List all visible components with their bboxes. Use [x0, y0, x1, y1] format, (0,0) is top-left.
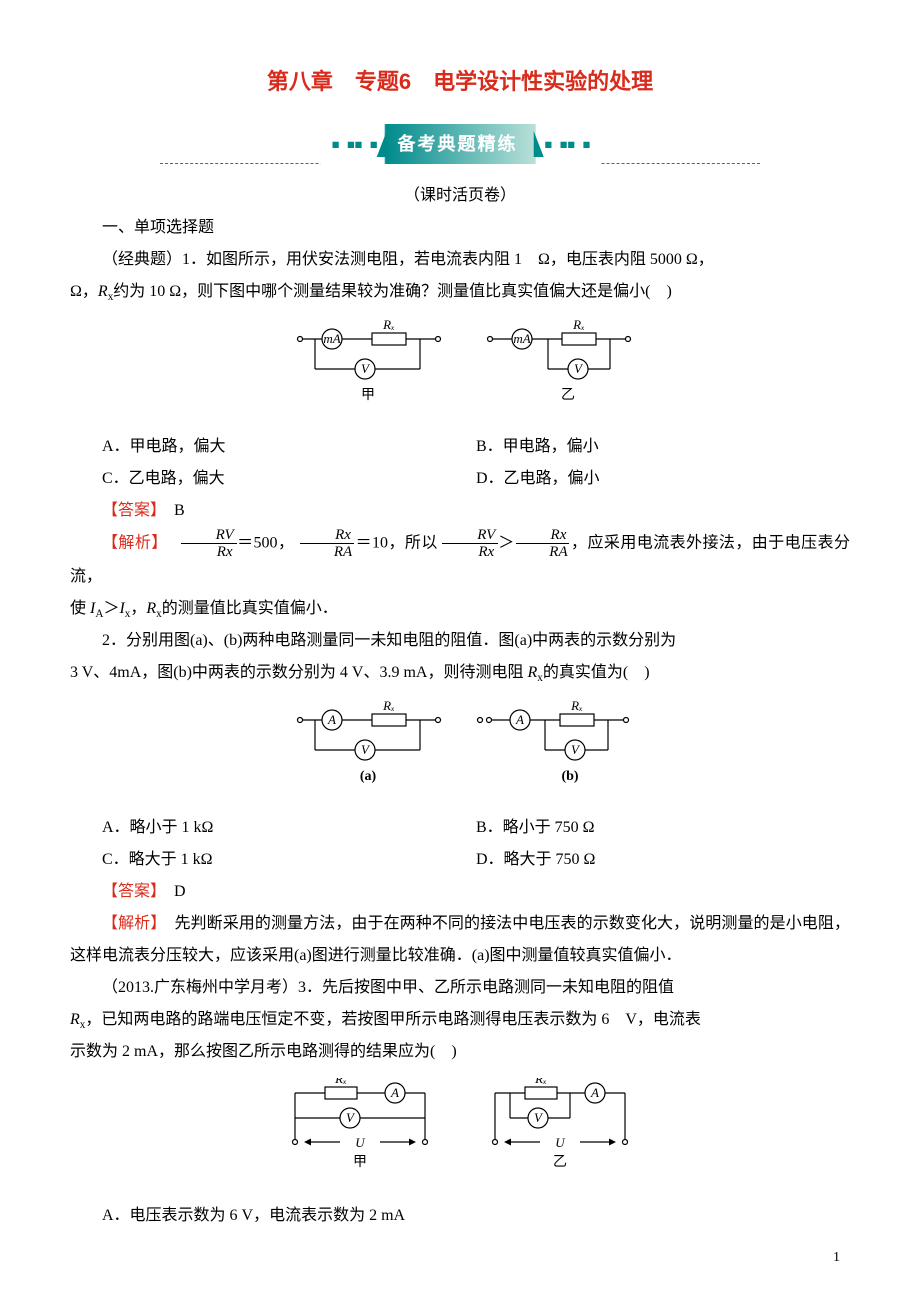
svg-text:Rₓ: Rₓ [570, 700, 583, 713]
q1-lead2: 约为 10 Ω，则下图中哪个测量结果较为准确？测量值比真实值偏大还是偏小( ) [113, 283, 672, 300]
q1-figure: mA Rₓ V 甲 mA Rₓ V 乙 [70, 319, 850, 421]
q1-opt-c: C．乙电路，偏大 [102, 463, 476, 495]
q1-opt-b: B．甲电路，偏小 [476, 431, 850, 463]
q2-opt-a: A．略小于 1 kΩ [102, 812, 476, 844]
banner-slash-icon [534, 131, 544, 157]
svg-text:mA: mA [323, 331, 340, 346]
q1-lead: （经典题）1．如图所示，用伏安法测电阻，若电流表内阻 1 Ω，电压表内阻 500… [102, 251, 714, 268]
q3-stem-line1: （2013.广东梅州中学月考）3．先后按图中甲、乙所示电路测同一未知电阻的阻值 [70, 972, 850, 1004]
svg-text:A: A [590, 1085, 599, 1100]
q2-opt-c: C．略大于 1 kΩ [102, 844, 476, 876]
svg-text:甲: 甲 [353, 1155, 367, 1170]
q1-an2: ＝10，所以 [355, 534, 438, 551]
svg-text:(a): (a) [360, 769, 377, 784]
svg-text:A: A [515, 712, 524, 727]
q2-circuit-svg: A Rₓ V (a) A Rₓ V (b) [280, 700, 640, 790]
q1-analysis-line2: 使 IA＞Ix，Rx的测量值比真实值偏小． [70, 593, 850, 626]
svg-text:甲: 甲 [361, 388, 375, 403]
q1-options: A．甲电路，偏大 B．甲电路，偏小 C．乙电路，偏大 D．乙电路，偏小 [70, 431, 850, 495]
svg-text:A: A [327, 712, 336, 727]
q1-opt-a: A．甲电路，偏大 [102, 431, 476, 463]
q2-figure: A Rₓ V (a) A Rₓ V (b) [70, 700, 850, 802]
q2-analysis-text: 先判断采用的测量方法，由于在两种不同的接法中电压表的示数变化大，说明测量的是小电… [70, 915, 850, 964]
svg-text:V: V [346, 1110, 356, 1125]
page-title: 第八章 专题6 电学设计性实验的处理 [70, 60, 850, 104]
svg-text:Rₓ: Rₓ [534, 1078, 547, 1086]
q1-answer: 【答案】 B [70, 495, 850, 527]
svg-text:mA: mA [513, 331, 530, 346]
svg-text:V: V [574, 361, 584, 376]
q3-stem-line3: 示数为 2 mA，那么按图乙所示电路测得的结果应为( ) [70, 1036, 850, 1068]
svg-text:Rₓ: Rₓ [382, 700, 395, 713]
q1-an-l2a: 使 [70, 600, 90, 617]
q1-circuit-svg: mA Rₓ V 甲 mA Rₓ V 乙 [280, 319, 640, 409]
q1-opt-d: D．乙电路，偏小 [476, 463, 850, 495]
svg-text:V: V [361, 742, 371, 757]
svg-text:U: U [555, 1135, 566, 1150]
svg-text:U: U [355, 1135, 366, 1150]
q1-an-l2c: 的测量值比真实值偏小． [162, 600, 338, 617]
q1-answer-value: B [174, 502, 185, 519]
svg-text:Rₓ: Rₓ [382, 319, 395, 332]
banner-text: 备考典题精练 [385, 124, 536, 164]
svg-text:Rₓ: Rₓ [572, 319, 585, 332]
q2-stem2b: 的真实值为( ) [543, 664, 650, 681]
analysis-label: 【解析】 [102, 915, 158, 932]
banner: ▪ ▪▪ ▪ 备考典题精练 ▪ ▪▪ ▪ [70, 124, 850, 174]
q2-opt-b: B．略小于 750 Ω [476, 812, 850, 844]
q1-stem-line2: Ω，Rx约为 10 Ω，则下图中哪个测量结果较为准确？测量值比真实值偏大还是偏小… [70, 276, 850, 309]
dots-left-icon: ▪ ▪▪ ▪ [331, 128, 377, 160]
q3-figure: Rₓ A V U 甲 Rₓ A V [70, 1078, 850, 1190]
q1-analysis-line1: 【解析】 RVRx＝500， RxRA＝10，所以 RVRx＞RxRA，应采用电… [70, 527, 850, 593]
q3-circuit-svg: Rₓ A V U 甲 Rₓ A V [270, 1078, 650, 1178]
q3-opt-a: A．电压表示数为 6 V，电流表示数为 2 mA [70, 1200, 850, 1232]
section-heading: 一、单项选择题 [70, 212, 850, 244]
banner-content: ▪ ▪▪ ▪ 备考典题精练 ▪ ▪▪ ▪ [321, 124, 600, 164]
svg-text:V: V [534, 1110, 544, 1125]
dots-right-icon: ▪ ▪▪ ▪ [544, 128, 590, 160]
svg-text:Rₓ: Rₓ [334, 1078, 347, 1086]
svg-text:A: A [390, 1085, 399, 1100]
q2-stem-line2: 3 V、4mA，图(b)中两表的示数分别为 4 V、3.9 mA，则待测电阻 R… [70, 657, 850, 690]
answer-label: 【答案】 [102, 883, 158, 900]
q1-an1: ＝500， [237, 534, 295, 551]
subtitle: （课时活页卷） [70, 180, 850, 212]
svg-text:乙: 乙 [561, 387, 575, 403]
q2-answer: 【答案】 D [70, 876, 850, 908]
q3-stem2: ，已知两电路的路端电压恒定不变，若按图甲所示电路测得电压表示数为 6 V，电流表 [85, 1011, 701, 1028]
answer-label: 【答案】 [102, 502, 158, 519]
q2-answer-value: D [174, 883, 186, 900]
page-number: 1 [833, 1244, 840, 1272]
q3-stem-line2: Rx，已知两电路的路端电压恒定不变，若按图甲所示电路测得电压表示数为 6 V，电… [70, 1004, 850, 1037]
q2-opt-d: D．略大于 750 Ω [476, 844, 850, 876]
analysis-label: 【解析】 [102, 534, 160, 551]
svg-text:乙: 乙 [553, 1154, 567, 1170]
q2-stem2a: 3 V、4mA，图(b)中两表的示数分别为 4 V、3.9 mA，则待测电阻 [70, 664, 527, 681]
svg-text:V: V [571, 742, 581, 757]
q1-an-l2b: ， [130, 600, 146, 617]
svg-text:(b): (b) [561, 769, 578, 784]
svg-text:V: V [361, 361, 371, 376]
q2-analysis: 【解析】 先判断采用的测量方法，由于在两种不同的接法中电压表的示数变化大，说明测… [70, 908, 850, 972]
q1-stem-line1: （经典题）1．如图所示，用伏安法测电阻，若电流表内阻 1 Ω，电压表内阻 500… [70, 244, 850, 276]
q2-stem-line1: 2．分别用图(a)、(b)两种电路测量同一未知电阻的阻值．图(a)中两表的示数分… [70, 625, 850, 657]
q2-options: A．略小于 1 kΩ B．略小于 750 Ω C．略大于 1 kΩ D．略大于 … [70, 812, 850, 876]
